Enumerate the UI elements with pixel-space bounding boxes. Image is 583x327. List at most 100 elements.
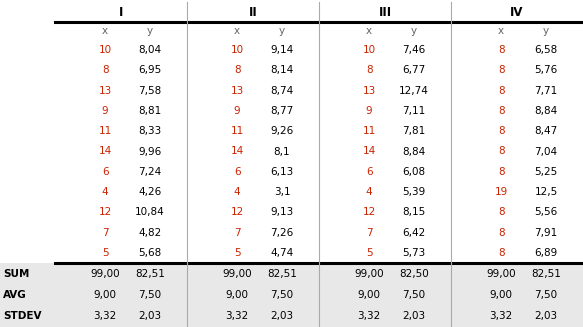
Text: 12: 12: [363, 207, 376, 217]
Text: 9,13: 9,13: [271, 207, 294, 217]
Text: 8: 8: [498, 106, 504, 116]
Text: 9,14: 9,14: [271, 45, 294, 55]
Text: 13: 13: [230, 86, 244, 96]
Text: x: x: [102, 26, 108, 36]
Text: 5,56: 5,56: [535, 207, 558, 217]
Text: 9: 9: [234, 106, 240, 116]
Text: 5,39: 5,39: [402, 187, 426, 197]
Text: 3,32: 3,32: [226, 311, 249, 321]
Text: 82,51: 82,51: [267, 269, 297, 279]
Text: 8,84: 8,84: [535, 106, 558, 116]
Text: 82,51: 82,51: [531, 269, 561, 279]
Text: 6,58: 6,58: [535, 45, 558, 55]
Text: 3,32: 3,32: [357, 311, 381, 321]
Text: 8: 8: [498, 228, 504, 238]
Text: x: x: [234, 26, 240, 36]
Text: 7: 7: [234, 228, 240, 238]
Text: 7,58: 7,58: [138, 86, 161, 96]
Text: 8: 8: [498, 167, 504, 177]
Text: 7,24: 7,24: [138, 167, 161, 177]
Text: 5,68: 5,68: [138, 248, 161, 258]
Text: 8,33: 8,33: [138, 126, 161, 136]
Text: 9,00: 9,00: [226, 290, 249, 300]
Text: 10: 10: [363, 45, 375, 55]
Text: 10: 10: [99, 45, 112, 55]
Text: 10,84: 10,84: [135, 207, 165, 217]
Bar: [0, 263, 583, 327]
Text: 7,81: 7,81: [402, 126, 426, 136]
Text: 8: 8: [498, 126, 504, 136]
Text: 8,84: 8,84: [402, 146, 426, 157]
Text: 5,73: 5,73: [402, 248, 426, 258]
Text: 2,03: 2,03: [402, 311, 426, 321]
Text: 7,46: 7,46: [402, 45, 426, 55]
Text: 9,26: 9,26: [271, 126, 294, 136]
Text: 8,47: 8,47: [535, 126, 558, 136]
Text: 6,13: 6,13: [271, 167, 294, 177]
Text: 8: 8: [498, 65, 504, 76]
Text: 5,25: 5,25: [535, 167, 558, 177]
Text: I: I: [119, 6, 123, 19]
Text: 5,76: 5,76: [535, 65, 558, 76]
Text: 6,08: 6,08: [402, 167, 426, 177]
Text: 4: 4: [234, 187, 240, 197]
Text: III: III: [378, 6, 392, 19]
Text: x: x: [498, 26, 504, 36]
Text: 11: 11: [363, 126, 376, 136]
Text: 2,03: 2,03: [271, 311, 294, 321]
Text: 5: 5: [234, 248, 240, 258]
Text: 4: 4: [366, 187, 373, 197]
Text: 11: 11: [230, 126, 244, 136]
Text: y: y: [147, 26, 153, 36]
Text: 99,00: 99,00: [354, 269, 384, 279]
Text: 7: 7: [366, 228, 373, 238]
Text: 11: 11: [99, 126, 112, 136]
Text: 8,15: 8,15: [402, 207, 426, 217]
Text: II: II: [248, 6, 257, 19]
Text: 12,74: 12,74: [399, 86, 429, 96]
Text: 13: 13: [99, 86, 112, 96]
Text: 9: 9: [102, 106, 108, 116]
Text: 14: 14: [99, 146, 112, 157]
Text: 2,03: 2,03: [535, 311, 557, 321]
Text: 8: 8: [498, 45, 504, 55]
Text: 9,96: 9,96: [138, 146, 161, 157]
Text: 99,00: 99,00: [90, 269, 120, 279]
Text: 2,03: 2,03: [139, 311, 161, 321]
Text: 3,32: 3,32: [93, 311, 117, 321]
Text: 8,1: 8,1: [274, 146, 290, 157]
Text: 82,50: 82,50: [399, 269, 429, 279]
Text: 7,04: 7,04: [535, 146, 557, 157]
Text: 82,51: 82,51: [135, 269, 165, 279]
Text: 8,81: 8,81: [138, 106, 161, 116]
Text: 6: 6: [102, 167, 108, 177]
Text: 8: 8: [498, 248, 504, 258]
Text: 9,00: 9,00: [357, 290, 381, 300]
Text: 19: 19: [494, 187, 508, 197]
Text: 4,26: 4,26: [138, 187, 161, 197]
Text: 14: 14: [363, 146, 376, 157]
Text: y: y: [543, 26, 549, 36]
Text: AVG: AVG: [3, 290, 27, 300]
Text: 8: 8: [498, 86, 504, 96]
Text: 8: 8: [498, 207, 504, 217]
Text: 8: 8: [366, 65, 373, 76]
Text: 6,89: 6,89: [535, 248, 558, 258]
Text: 4: 4: [102, 187, 108, 197]
Text: x: x: [366, 26, 372, 36]
Text: 9,00: 9,00: [490, 290, 512, 300]
Text: 6,95: 6,95: [138, 65, 161, 76]
Text: 4,74: 4,74: [271, 248, 294, 258]
Text: 7,50: 7,50: [402, 290, 426, 300]
Text: 8: 8: [102, 65, 108, 76]
Text: 99,00: 99,00: [222, 269, 252, 279]
Text: 12: 12: [99, 207, 112, 217]
Text: 6: 6: [366, 167, 373, 177]
Text: 7: 7: [102, 228, 108, 238]
Text: 7,91: 7,91: [535, 228, 558, 238]
Text: IV: IV: [510, 6, 524, 19]
Text: 9: 9: [366, 106, 373, 116]
Text: 10: 10: [231, 45, 244, 55]
Text: 12,5: 12,5: [535, 187, 558, 197]
Text: 7,11: 7,11: [402, 106, 426, 116]
